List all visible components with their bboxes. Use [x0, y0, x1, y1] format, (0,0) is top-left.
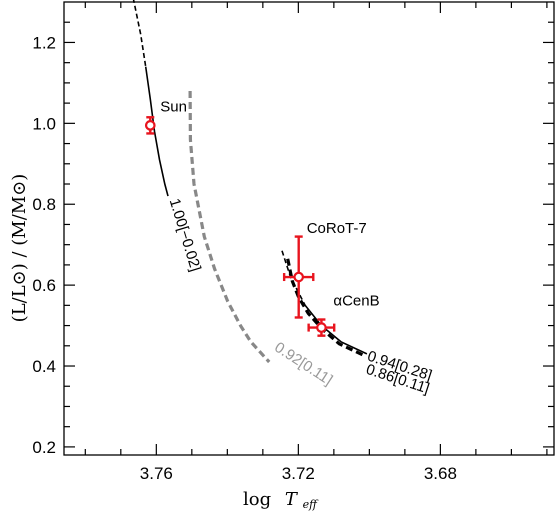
x-axis-title: log T eff [243, 489, 319, 511]
star-marker [316, 322, 327, 333]
x-axis-title-sub: eff [303, 498, 320, 511]
y-tick-label: 0.8 [32, 195, 56, 214]
axes: 3.76 3.72 3.68 0.2 0.4 0.6 0.8 1.0 1.2 [32, 1, 555, 483]
y-tick-label: 1.2 [32, 33, 56, 52]
track-line-solid [144, 66, 169, 197]
track-line [286, 258, 366, 358]
y-tick-label: 0.6 [32, 276, 56, 295]
star-label: Sun [160, 98, 187, 115]
track-line [188, 90, 271, 364]
y-tick-label: 1.0 [32, 114, 56, 133]
track-3 [286, 258, 366, 358]
star-label: αCenB [333, 293, 379, 310]
tracks: 1.00[−0.02]0.92[0.11] 0.94[0.28]0.86[0.11… [132, 0, 434, 397]
star-label: CoRoT-7 [307, 220, 367, 237]
x-tick-label: 3.72 [282, 464, 315, 483]
y-axis-title-text: (L/L⊙) / (M/M⊙) [9, 174, 30, 323]
y-axis-title: (L/L⊙) / (M/M⊙) [9, 174, 30, 323]
svg-text:log T eff: log T eff [243, 489, 319, 511]
star-marker [144, 120, 156, 131]
star-marker [293, 271, 305, 283]
plot-frame [63, 1, 555, 456]
x-tick-label: 3.76 [140, 464, 173, 483]
track-line-dashed [132, 0, 147, 67]
x-axis-title-prefix: log [243, 489, 271, 510]
stars: Sun CoRoT-7 αCenB [144, 98, 380, 337]
star-0: Sun [144, 98, 187, 135]
track-0 [132, 0, 169, 197]
x-tick-label: 3.68 [424, 464, 457, 483]
y-tick-label: 0.4 [32, 357, 56, 376]
track-label: 1.00[−0.02] [166, 196, 204, 273]
track-1 [188, 90, 271, 364]
x-axis-title-var: T [285, 489, 299, 510]
track-label: 0.92[0.11] [271, 339, 335, 389]
track-line-solid [304, 304, 368, 355]
star-2: αCenB [307, 293, 380, 337]
star-1: CoRoT-7 [282, 220, 367, 319]
y-tick-label: 0.2 [32, 438, 56, 457]
